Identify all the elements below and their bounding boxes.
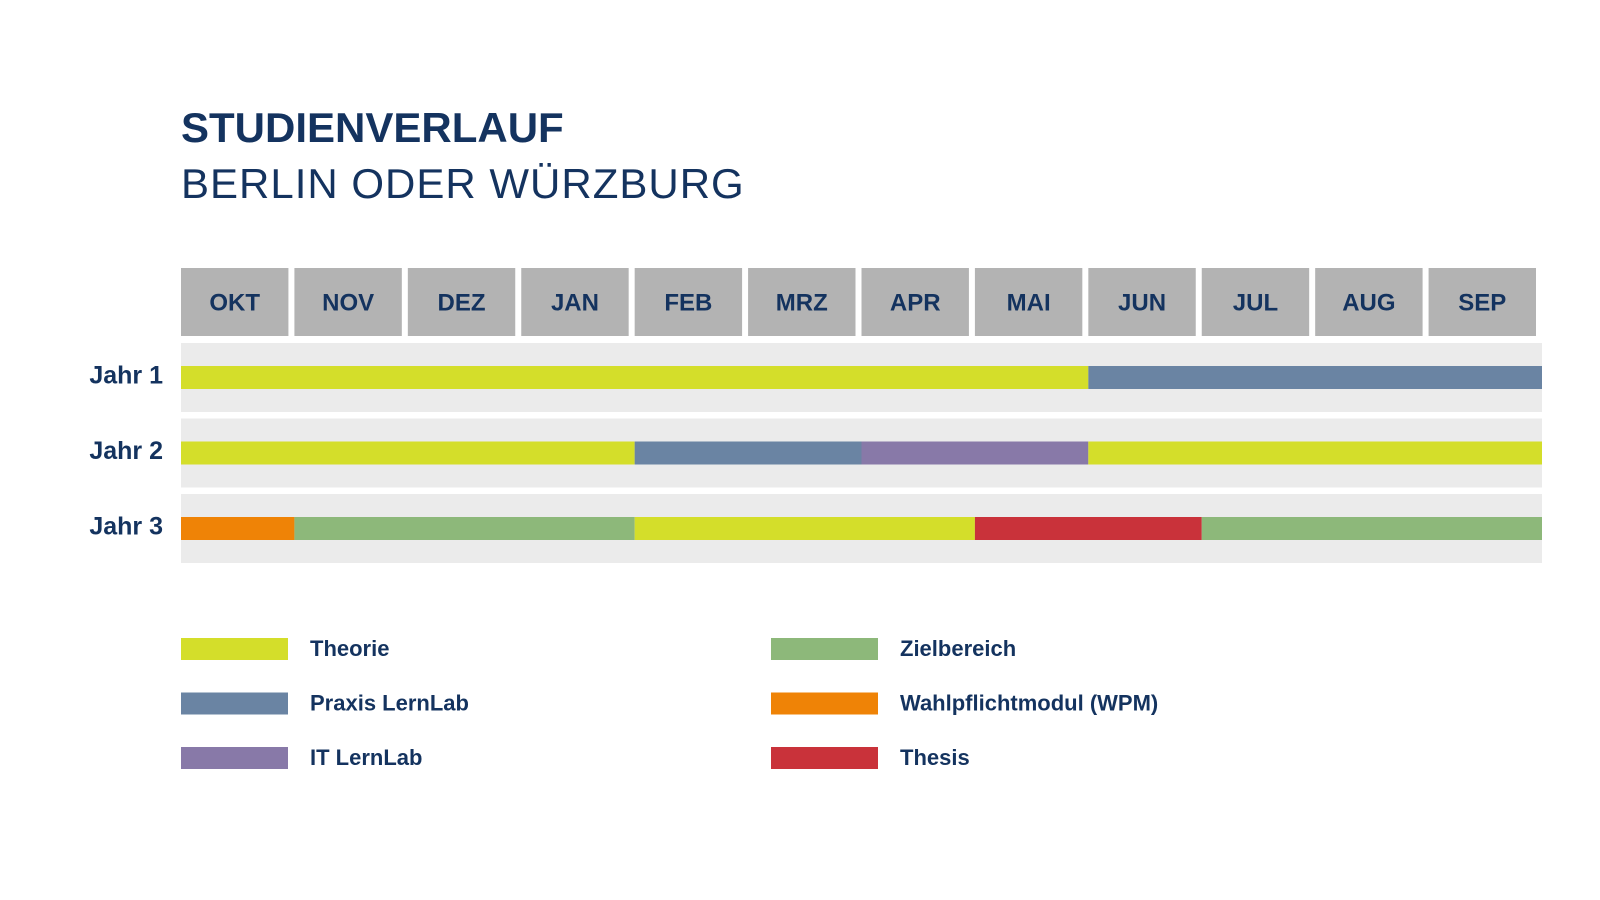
month-header [1201,268,1310,336]
month-header [748,268,856,336]
month-label: DEZ [438,289,486,316]
month-header [407,268,516,336]
legend-swatch [771,747,878,769]
timeline-segment [974,517,1202,540]
timeline-segment [181,517,295,540]
timeline-segment [1088,441,1542,465]
month-label: NOV [322,289,374,316]
month-label: APR [890,289,941,316]
month-header [294,268,402,336]
month-header [1315,268,1423,336]
legend-label: Wahlpflichtmodul (WPM) [900,690,1158,715]
month-label: SEP [1458,289,1506,316]
month-label: JUL [1233,289,1278,316]
month-label: MAI [1007,289,1051,316]
timeline-segment [1088,366,1542,389]
month-label: AUG [1342,289,1395,316]
legend-swatch [771,692,878,715]
month-label: MRZ [776,289,828,316]
month-header [1088,268,1196,336]
legend-label: Zielbereich [900,636,1016,661]
month-header [521,268,629,336]
timeline-segment [294,517,635,540]
row-label: Jahr 1 [89,362,163,390]
month-label: FEB [664,289,712,316]
row-label: Jahr 2 [89,437,163,465]
timeline-segment [1201,517,1542,540]
month-label: JUN [1118,289,1166,316]
timeline-segment [181,441,635,465]
month-header [181,268,289,336]
chart-subtitle: BERLIN ODER WÜRZBURG [181,160,745,207]
month-header [634,268,743,336]
month-label: JAN [551,289,599,316]
legend-label: Theorie [310,636,389,661]
legend-label: Thesis [900,745,970,770]
legend-swatch [181,747,288,769]
timeline-segment [634,517,975,540]
legend-label: Praxis LernLab [310,690,469,715]
legend-label: IT LernLab [310,745,422,770]
legend-swatch [181,692,288,715]
legend-swatch [181,638,288,660]
month-header [1428,268,1536,336]
chart-title: STUDIENVERLAUF [181,104,564,151]
timeline-segment [861,441,1089,465]
legend-swatch [771,638,878,660]
row-label: Jahr 3 [89,513,163,541]
timeline-segment [634,441,862,465]
month-label: OKT [209,289,260,316]
timeline-segment [181,366,1089,389]
month-header [861,268,969,336]
month-header [974,268,1083,336]
